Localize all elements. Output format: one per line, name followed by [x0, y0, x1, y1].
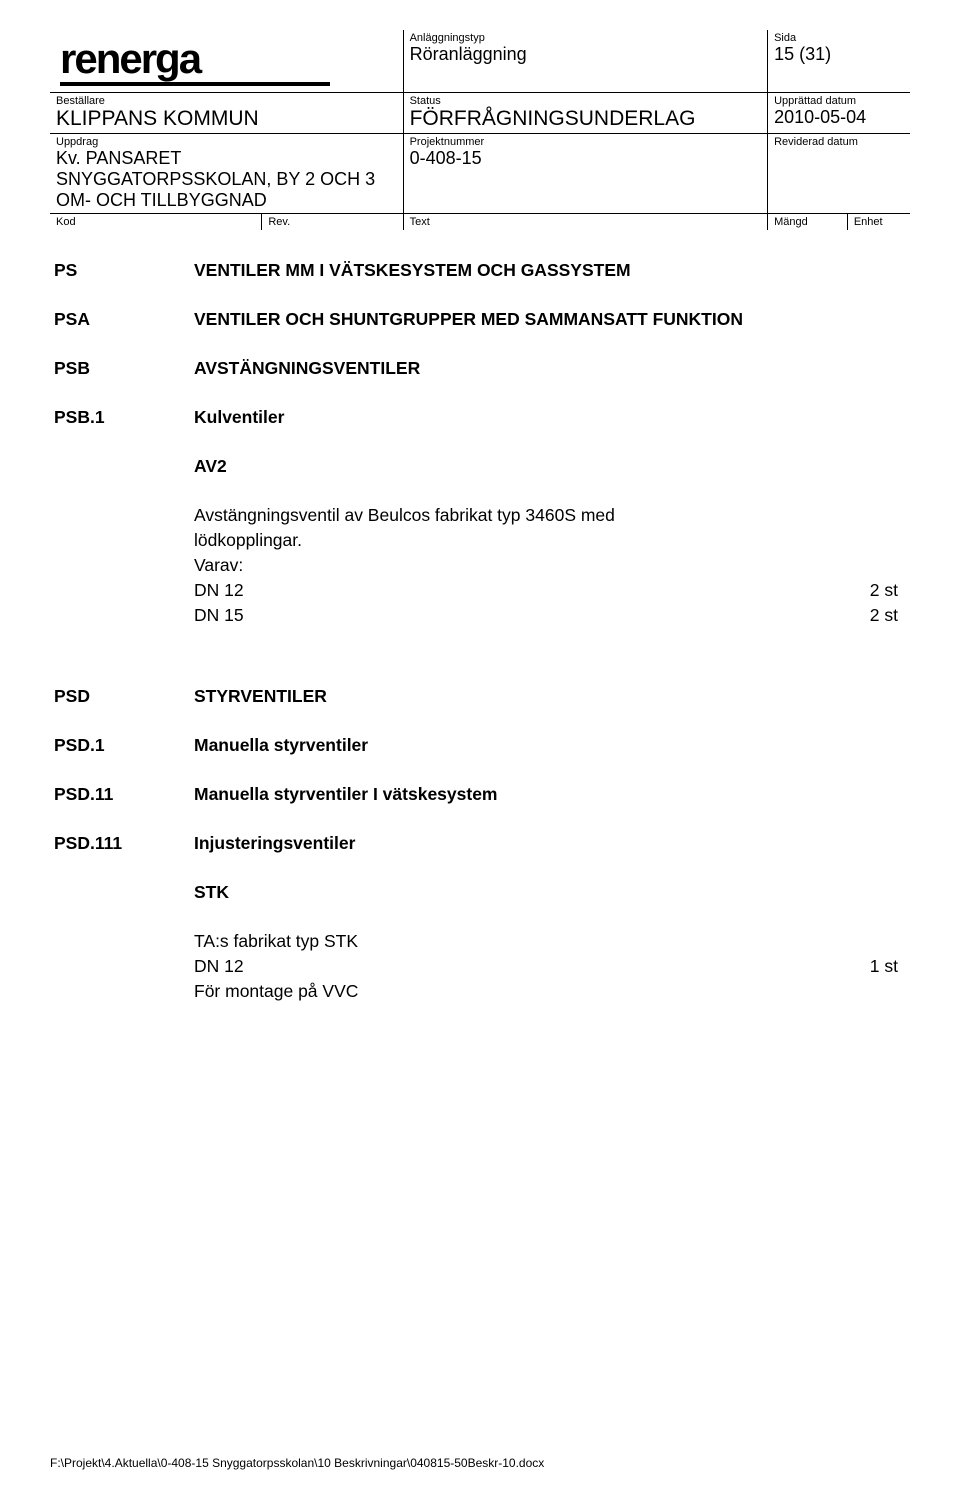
projektnummer-label: Projektnummer: [410, 136, 762, 148]
stk-desc: TA:s fabrikat typ STK: [194, 931, 806, 952]
anlaggningstyp-cell: Anläggningstyp Röranläggning: [403, 30, 768, 93]
section-psa: PSA VENTILER OCH SHUNTGRUPPER MED SAMMAN…: [54, 309, 906, 330]
stk-note: För montage på VVC: [194, 981, 806, 1002]
logo-cell: renerga: [50, 30, 403, 93]
av2-item-1-qty: 2 st: [806, 605, 906, 626]
uppdrag-label: Uppdrag: [56, 136, 397, 148]
logo-underline: [60, 82, 330, 86]
status-value: FÖRFRÅGNINGSUNDERLAG: [410, 107, 762, 131]
text-psd11: Manuella styrventiler I vätskesystem: [194, 784, 806, 805]
av2-varav: Varav:: [194, 555, 806, 576]
stk-item-0-qty: 1 st: [806, 956, 906, 977]
av2-item-1: DN 15 2 st: [54, 605, 906, 626]
uppdrag-line2: SNYGGATORPSSKOLAN, BY 2 OCH 3: [56, 169, 397, 190]
bestallare-value: KLIPPANS KOMMUN: [56, 107, 397, 131]
mangd-label: Mängd: [768, 214, 848, 231]
av2-desc-row1: Avstängningsventil av Beulcos fabrikat t…: [54, 505, 906, 526]
text-label: Text: [403, 214, 768, 231]
enhet-label: Enhet: [847, 214, 910, 231]
reviderad-cell: Reviderad datum: [768, 134, 910, 214]
av2-item-0-name: DN 12: [194, 580, 806, 601]
av2-item-0: DN 12 2 st: [54, 580, 906, 601]
text-psd1: Manuella styrventiler: [194, 735, 806, 756]
stk-item-0: DN 12 1 st: [54, 956, 906, 977]
kod-label: Kod: [50, 214, 262, 231]
code-psd111: PSD.111: [54, 833, 194, 854]
code-psb: PSB: [54, 358, 194, 379]
av2-desc1: Avstängningsventil av Beulcos fabrikat t…: [194, 505, 806, 526]
av2-desc-row2: lödkopplingar.: [54, 530, 906, 551]
stk-note-row: För montage på VVC: [54, 981, 906, 1002]
anlaggningstyp-label: Anläggningstyp: [410, 32, 762, 44]
section-psd11: PSD.11 Manuella styrventiler I vätskesys…: [54, 784, 906, 805]
upprattad-value: 2010-05-04: [774, 107, 904, 128]
uppdrag-line1: Kv. PANSARET: [56, 148, 397, 169]
av2-item-0-qty: 2 st: [806, 580, 906, 601]
stk-item-0-name: DN 12: [194, 956, 806, 977]
section-ps: PS VENTILER MM I VÄTSKESYSTEM OCH GASSYS…: [54, 260, 906, 281]
sida-label: Sida: [774, 32, 904, 44]
status-label: Status: [410, 95, 762, 107]
code-psb1: PSB.1: [54, 407, 194, 428]
uppdrag-cell: Uppdrag Kv. PANSARET SNYGGATORPSSKOLAN, …: [50, 134, 403, 214]
section-psd1: PSD.1 Manuella styrventiler: [54, 735, 906, 756]
projektnummer-cell: Projektnummer 0-408-15: [403, 134, 768, 214]
stk-desc-row: TA:s fabrikat typ STK: [54, 931, 906, 952]
text-psa: VENTILER OCH SHUNTGRUPPER MED SAMMANSATT…: [194, 309, 806, 330]
sida-value: 15 (31): [774, 44, 904, 65]
section-psd111: PSD.111 Injusteringsventiler: [54, 833, 906, 854]
section-stk: STK: [54, 882, 906, 903]
text-psd111: Injusteringsventiler: [194, 833, 806, 854]
code-psd: PSD: [54, 686, 194, 707]
code-psd11: PSD.11: [54, 784, 194, 805]
text-psd: STYRVENTILER: [194, 686, 806, 707]
rev-label: Rev.: [262, 214, 403, 231]
bestallare-cell: Beställare KLIPPANS KOMMUN: [50, 93, 403, 134]
section-psd: PSD STYRVENTILER: [54, 686, 906, 707]
document-body: PS VENTILER MM I VÄTSKESYSTEM OCH GASSYS…: [50, 260, 910, 1002]
anlaggningstyp-value: Röranläggning: [410, 44, 762, 65]
code-psa: PSA: [54, 309, 194, 330]
upprattad-label: Upprättad datum: [774, 95, 904, 107]
logo: renerga: [60, 38, 393, 80]
code-ps: PS: [54, 260, 194, 281]
text-psb: AVSTÄNGNINGSVENTILER: [194, 358, 806, 379]
sida-cell: Sida 15 (31): [768, 30, 910, 93]
footer-path: F:\Projekt\4.Aktuella\0-408-15 Snyggator…: [50, 1456, 544, 1470]
code-psd1: PSD.1: [54, 735, 194, 756]
projektnummer-value: 0-408-15: [410, 148, 762, 169]
header-table: renerga Anläggningstyp Röranläggning Sid…: [50, 30, 910, 230]
page: renerga Anläggningstyp Röranläggning Sid…: [0, 0, 960, 1036]
status-cell: Status FÖRFRÅGNINGSUNDERLAG: [403, 93, 768, 134]
av2-label: AV2: [194, 456, 806, 477]
reviderad-label: Reviderad datum: [774, 136, 904, 148]
section-av2: AV2: [54, 456, 906, 477]
upprattad-cell: Upprättad datum 2010-05-04: [768, 93, 910, 134]
section-psb1: PSB.1 Kulventiler: [54, 407, 906, 428]
section-psb: PSB AVSTÄNGNINGSVENTILER: [54, 358, 906, 379]
uppdrag-line3: OM- OCH TILLBYGGNAD: [56, 190, 397, 211]
text-ps: VENTILER MM I VÄTSKESYSTEM OCH GASSYSTEM: [194, 260, 806, 281]
av2-desc2: lödkopplingar.: [194, 530, 806, 551]
stk-label: STK: [194, 882, 806, 903]
text-psb1: Kulventiler: [194, 407, 806, 428]
bestallare-label: Beställare: [56, 95, 397, 107]
av2-varav-row: Varav:: [54, 555, 906, 576]
av2-item-1-name: DN 15: [194, 605, 806, 626]
